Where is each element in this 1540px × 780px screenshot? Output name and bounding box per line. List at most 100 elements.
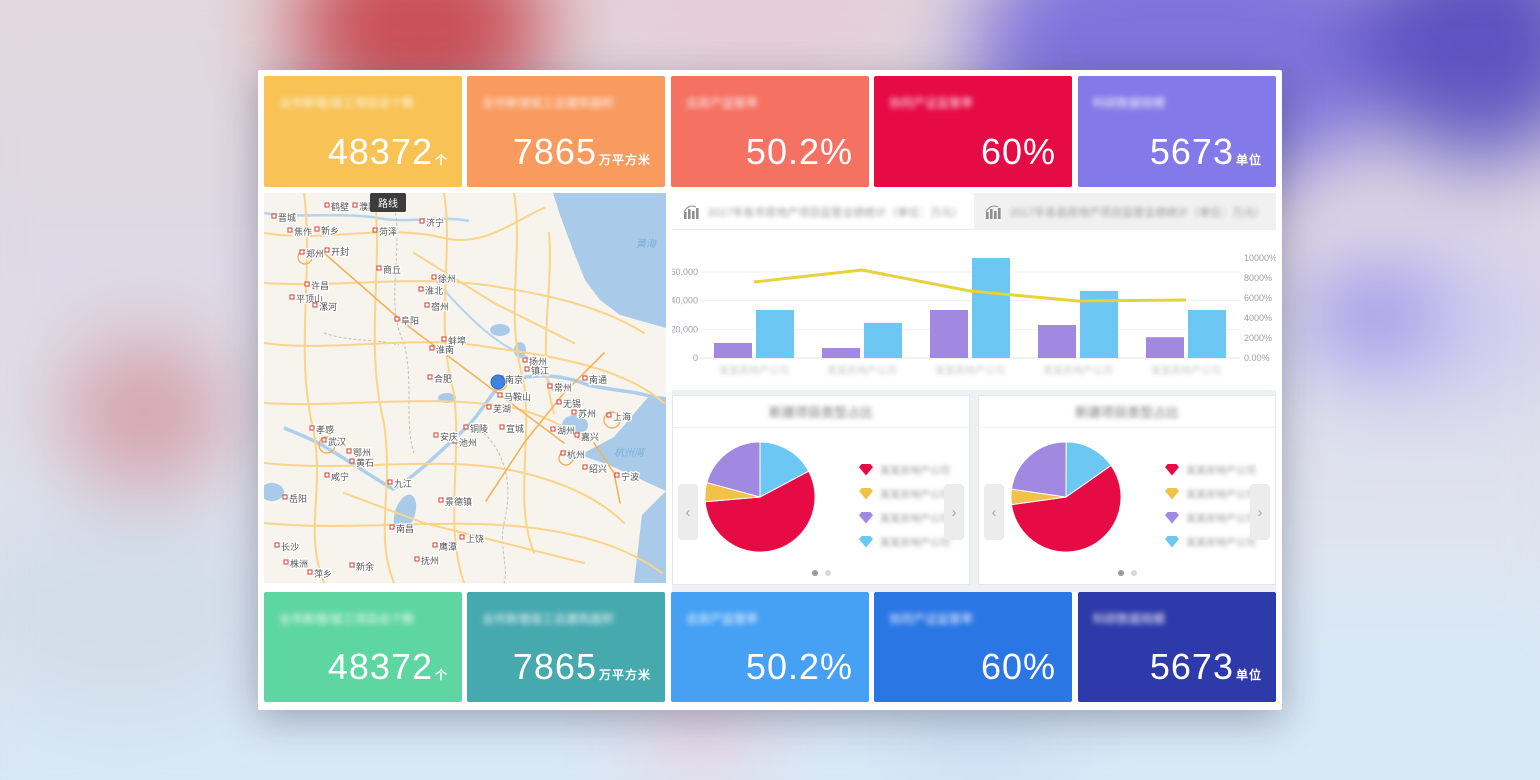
city-label: 宣城 [506,423,524,434]
legend-marker-icon [859,511,873,524]
city-label: 淮北 [425,286,443,296]
legend-item[interactable]: 某某房地产公司 [859,462,950,477]
city-label: 新余 [356,561,374,572]
sea-label: 杭州湾 [614,447,646,459]
east-sea [634,491,666,583]
city-marker [424,302,430,308]
city-marker [309,425,315,431]
card-value: 50.2% [745,131,853,172]
city-marker [431,274,437,280]
city-marker [429,345,435,351]
pie-slice [1010,464,1122,553]
pie-title: 新建项目类型占比 [768,405,873,420]
pie-legend: 某某房地产公司 某某房地产公司 某某房地产公司 某某房地产公司 [1165,462,1256,549]
city-marker [287,227,293,233]
pie-chart-band: 新建项目类型占比 某某房地产公司 某某房地产公司 某某房地产公司 某某房地产公司 ‹ … [672,390,1276,592]
pie-chart [704,441,816,553]
city-label: 焦作 [294,226,312,237]
carousel-prev-button[interactable]: ‹ [678,484,698,540]
yangtze-river [283,374,657,491]
legend-item[interactable]: 某某房地产公司 [859,534,950,549]
x-axis-label: 某某房地产公司 [1043,364,1113,377]
legend-marker-icon [1165,463,1179,476]
card-title: 科研数据规模 [1093,612,1166,626]
legend-item[interactable]: 某某房地产公司 [1165,534,1256,549]
city-marker [312,302,318,308]
stat-card-area-top: 全市新增竣工总建筑面积 7865 万平方米 [467,76,665,187]
city-marker [346,448,352,454]
city-label: 抚州 [421,555,439,566]
city-marker [271,213,277,219]
pie-panel-1: 新建项目类型占比 某某房地产公司 某某房地产公司 某某房地产公司 某某房地产公司 ‹ … [672,395,970,585]
carousel-next-button[interactable]: › [944,484,964,540]
city-label: 咸宁 [331,471,349,482]
legend-item[interactable]: 某某房地产公司 [1165,510,1256,525]
city-marker [497,392,503,398]
city-marker [459,534,465,540]
dot-page-1[interactable] [811,570,818,576]
dot-page-2[interactable] [824,570,831,576]
tab-county-stats[interactable]: 2017年各县房地产项目监管业绩统计（单位：万元） [974,193,1276,230]
dot-page-1[interactable] [1117,570,1124,576]
legend-item[interactable]: 某某房地产公司 [1165,462,1256,477]
city-marker [414,556,420,562]
city-marker [307,569,313,575]
stat-card-area-bottom: 全市新增竣工总建筑面积 7865 万平方米 [467,592,665,702]
city-marker [352,202,358,208]
city-marker [438,497,444,503]
city-marker [372,227,378,233]
city-label: 南京 [505,374,523,385]
pie-panel-2: 新建项目类型占比 某某房地产公司 某某房地产公司 某某房地产公司 某某房地产公司 ‹ … [978,395,1276,585]
road-network [264,193,665,583]
bar-chart-icon [683,205,699,219]
legend-item[interactable]: 某某房地产公司 [1165,486,1256,501]
city-marker [289,294,295,300]
right-axis-tick: 4000% [1244,313,1272,323]
card-unit: 万平方米 [598,153,651,167]
city-marker [418,286,424,292]
city-label: 芜湖 [493,403,511,414]
pie-slice [1065,441,1112,498]
card-title: 协同产证监管率 [889,96,974,110]
city-label: 合肥 [434,373,452,384]
city-marker [550,426,556,432]
city-label: 晋城 [278,213,296,223]
bar-purple [822,347,860,358]
card-title: 协同产证监管率 [889,612,974,626]
card-title: 全市新增竣工总建筑面积 [482,96,615,110]
stat-card-projects-bottom: 全市新增/竣工项目总个数 48372 个 [264,592,462,702]
card-unit: 万平方米 [598,668,651,682]
tab-city-stats[interactable]: 2017年各市房地产项目监管业绩统计（单位：万元） [672,193,974,230]
city-label: 上海 [613,411,631,422]
city-marker [389,524,395,530]
map-marker-nanjing[interactable] [490,374,506,390]
city-marker [571,409,577,415]
city-marker [524,366,530,372]
card-title: 全市新增/竣工项目总个数 [279,96,415,110]
region-map[interactable]: 路线 [264,193,666,583]
stat-card-rate1-bottom: 总房产监管率 50.2% [671,592,869,702]
carousel-prev-button[interactable]: ‹ [984,484,1004,540]
card-title: 总房产监管率 [686,96,759,110]
city-label: 株洲 [290,558,308,569]
city-marker [324,472,330,478]
city-label: 开封 [331,246,349,257]
city-label: 济宁 [426,217,444,228]
city-marker [614,472,620,478]
legend-item[interactable]: 某某房地产公司 [859,486,950,501]
dot-page-2[interactable] [1130,570,1137,576]
carousel-next-button[interactable]: › [1250,484,1270,540]
right-axis-tick: 10000% [1244,253,1276,263]
legend-marker-icon [859,487,873,500]
city-label: 平顶山 [296,294,323,304]
city-marker [376,265,382,271]
city-label: 常州 [554,382,572,393]
card-value: 5673 [1149,131,1234,172]
stat-card-projects-top: 全市新增/竣工项目总个数 48372 个 [264,76,462,187]
city-marker [321,437,327,443]
legend-item[interactable]: 某某房地产公司 [859,510,950,525]
city-label: 郑州 [306,248,324,259]
city-label: 上饶 [466,533,484,544]
